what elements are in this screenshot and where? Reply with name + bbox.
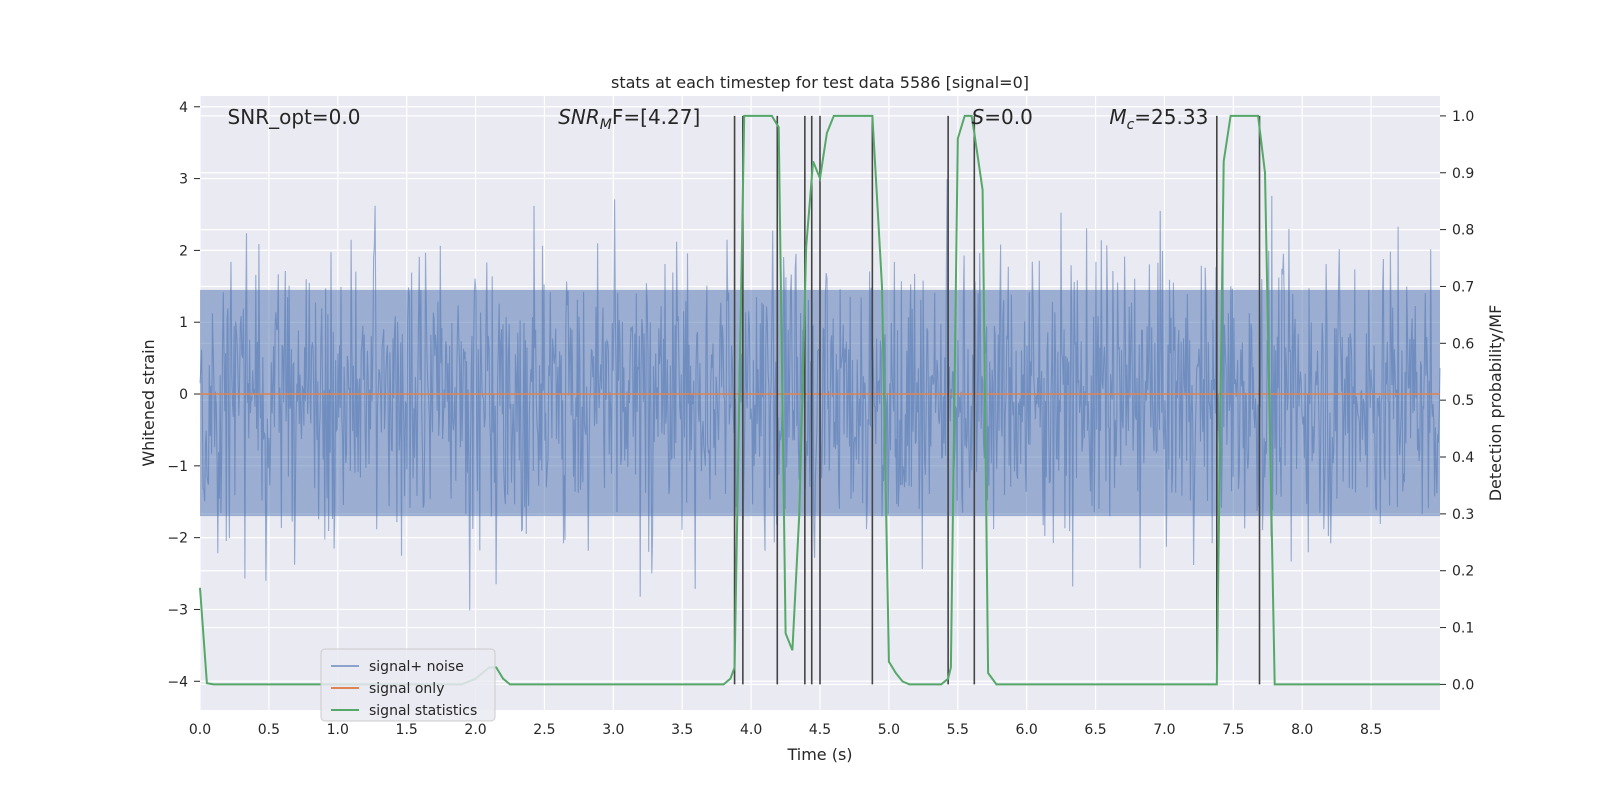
y-left-tick-label: 0 (179, 387, 188, 403)
y-left-tick-label: 1 (179, 315, 188, 331)
x-tick-label: 7.5 (1222, 722, 1244, 738)
x-tick-label: 5.5 (947, 722, 969, 738)
y-right-tick-label: 0.2 (1452, 564, 1474, 580)
y-right-tick-label: 0.9 (1452, 166, 1474, 182)
y-right-tick-label: 0.0 (1452, 677, 1474, 693)
x-axis-label: Time (s) (786, 745, 852, 764)
x-tick-label: 3.0 (602, 722, 624, 738)
x-axis-ticks: 0.0 0.5 1.0 1.5 2.0 2.5 3.0 3.5 4.0 4.5 5.0 5.5 6.0 6… (189, 722, 1382, 738)
y-right-tick-label: 0.6 (1452, 336, 1474, 352)
x-tick-label: 7.0 (1153, 722, 1175, 738)
y-left-tick-label: 2 (179, 243, 188, 259)
y-left-axis-label: Whitened strain (139, 339, 158, 466)
x-tick-label: 3.5 (671, 722, 693, 738)
x-tick-label: 8.0 (1291, 722, 1313, 738)
x-tick-label: 5.0 (878, 722, 900, 738)
x-tick-label: 2.0 (464, 722, 486, 738)
x-tick-label: 0.0 (189, 722, 211, 738)
legend-label: signal+ noise (369, 659, 464, 675)
vertical-markers (733, 115, 1261, 685)
signal-statistics-series (199, 114, 1440, 686)
y-right-tick-label: 0.7 (1452, 279, 1474, 295)
y-right-tick-label: 0.3 (1452, 507, 1474, 523)
x-tick-label: 6.0 (1016, 722, 1038, 738)
x-tick-label: 4.5 (809, 722, 831, 738)
y-left-tick-label: −4 (167, 674, 188, 690)
y-left-tick-label: 4 (179, 100, 188, 116)
y-right-tick-label: 0.8 (1452, 223, 1474, 239)
annotation: SNRMF=[4.27] (558, 105, 700, 133)
legend-box (320, 648, 496, 722)
y-left-tick-label: −1 (167, 459, 188, 475)
y-right-tick-label: 1.0 (1452, 109, 1474, 125)
y-left-tick-label: −3 (167, 602, 188, 618)
x-tick-label: 6.5 (1084, 722, 1106, 738)
y-right-tick-label: 0.4 (1452, 450, 1474, 466)
y-right-tick-label: 0.1 (1452, 621, 1474, 637)
y-left-tick-label: −2 (167, 531, 188, 547)
x-tick-label: 4.0 (740, 722, 762, 738)
chart-title: stats at each timestep for test data 558… (611, 73, 1029, 92)
annotation: SNR_opt=0.0 (228, 105, 361, 129)
y-right-tick-label: 0.5 (1452, 393, 1474, 409)
legend-label: signal statistics (369, 703, 477, 719)
x-tick-label: 1.0 (327, 722, 349, 738)
annotation: Mc=25.33 (1109, 105, 1208, 133)
x-tick-label: 2.5 (533, 722, 555, 738)
y-right-axis-label: Detection probability/MF (1486, 305, 1505, 502)
y-right-axis-ticks: 0.0 0.1 0.2 0.3 0.4 0.5 0.6 0.7 0.8 0.9 1.0 (1440, 109, 1474, 693)
legend-label: signal only (369, 681, 444, 697)
x-tick-label: 0.5 (258, 722, 280, 738)
x-tick-label: 8.5 (1360, 722, 1382, 738)
annotations: SNR_opt=0.0 SNRMF=[4.27] S=0.0 Mc=25.33 (228, 105, 1209, 133)
annotation: S=0.0 (972, 105, 1033, 129)
legend: signal+ noise signal only signal statistic… (320, 648, 496, 722)
y-left-axis-ticks: −4 −3 −2 −1 0 1 2 3 4 (167, 100, 200, 690)
statistics-line (199, 114, 1440, 686)
x-tick-label: 1.5 (396, 722, 418, 738)
y-left-tick-label: 3 (179, 172, 188, 188)
